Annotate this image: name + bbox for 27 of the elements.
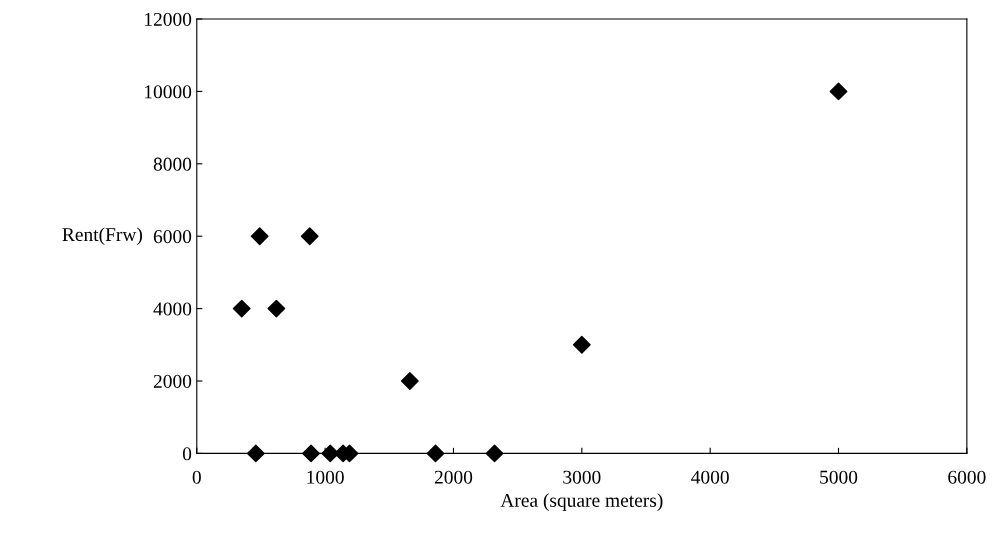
x-tick-label: 1000 <box>307 470 344 484</box>
point <box>400 372 419 390</box>
point <box>572 335 591 354</box>
y-tick-label: 0 <box>182 447 192 461</box>
x-tick-label: 4000 <box>691 470 729 484</box>
x-tick-label: 0 <box>192 470 201 484</box>
x-tick-label: 5000 <box>820 470 858 484</box>
y-tick-label: 6000 <box>153 230 192 244</box>
point <box>302 444 320 463</box>
point <box>246 444 265 463</box>
point <box>232 299 251 318</box>
x-tick-label: 2000 <box>434 470 473 484</box>
y-tick-label: 4000 <box>153 302 192 316</box>
point <box>829 82 848 101</box>
point <box>250 227 269 246</box>
y-tick-label: 8000 <box>153 157 192 171</box>
y-tick-label: 2000 <box>153 374 192 388</box>
x-tick-label: 3000 <box>563 470 601 484</box>
point <box>300 227 319 246</box>
point <box>267 299 286 318</box>
point <box>485 444 504 463</box>
x-tick-label: 6000 <box>948 470 986 484</box>
y-tick-label: 10000 <box>145 85 192 99</box>
y-axis-title: Rent(Frw) <box>62 227 143 246</box>
point <box>426 444 445 463</box>
y-tick-label: 12000 <box>145 12 192 26</box>
x-axis-title: Area (square meters) <box>500 493 663 511</box>
